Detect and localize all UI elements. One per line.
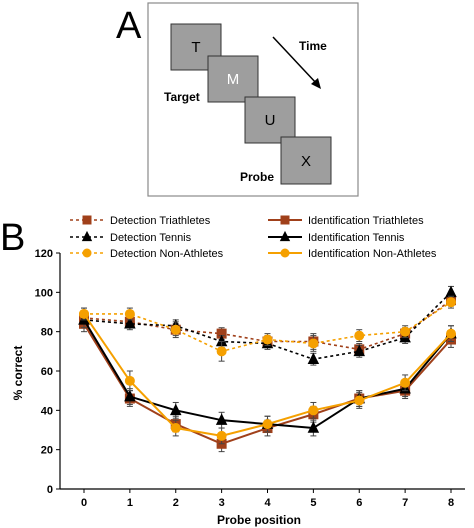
data-point-identification-non-athletes (308, 405, 319, 416)
data-point-identification-non-athletes (446, 328, 456, 339)
y-tick-label: 120 (35, 248, 53, 260)
x-tick-label: 3 (219, 497, 225, 509)
data-point-detection-non-athletes (216, 346, 227, 357)
legend-label-identification-tennis: Identification Tennis (308, 232, 405, 244)
data-point-identification-tennis (124, 389, 136, 402)
legend-marker-identification-triathletes (280, 215, 290, 225)
x-tick-label: 5 (310, 497, 316, 509)
x-tick-label: 7 (402, 497, 408, 509)
legend-label-detection-tennis: Detection Tennis (110, 232, 192, 244)
data-point-identification-non-athletes (170, 423, 181, 434)
card-letter-second: M (227, 71, 240, 88)
y-tick-label: 60 (41, 366, 53, 378)
data-point-identification-tennis (170, 403, 182, 416)
y-tick-label: 40 (41, 405, 53, 417)
data-point-detection-non-athletes (262, 334, 273, 345)
y-tick-label: 100 (35, 287, 53, 299)
time-arrow (272, 36, 321, 89)
card-second (207, 55, 259, 103)
data-point-detection-tennis (215, 334, 228, 347)
data-point-detection-tennis (445, 285, 457, 298)
card-letter-third: U (265, 112, 276, 129)
data-point-detection-tennis (307, 352, 320, 364)
legend-marker-identification-tennis (279, 230, 291, 242)
y-tick-label: 20 (41, 445, 53, 457)
data-point-detection-non-athletes (446, 297, 456, 308)
x-tick-label: 4 (264, 497, 271, 509)
data-point-detection-non-athletes (308, 338, 319, 349)
data-point-identification-non-athletes (400, 377, 411, 388)
legend-label-detection-non-athletes: Detection Non-Athletes (110, 248, 224, 260)
card-letter-probe: X (301, 153, 311, 170)
legend-label-identification-non-athletes: Identification Non-Athletes (308, 248, 437, 260)
panel-b-letter: B (0, 217, 25, 259)
data-point-detection-tennis (124, 317, 136, 329)
x-tick-label: 2 (173, 497, 179, 509)
legend-label-identification-triathletes: Identification Triathletes (308, 215, 424, 227)
data-point-detection-non-athletes (354, 330, 365, 341)
y-tick-label: 80 (41, 327, 53, 339)
y-axis-label: % correct (11, 346, 25, 401)
card-letter-target: T (191, 39, 200, 56)
legend-label-detection-triathletes: Detection Triathletes (110, 215, 211, 227)
target-label: Target (164, 90, 200, 104)
legend-marker-detection-tennis (81, 230, 93, 242)
legend-marker-identification-non-athletes (280, 248, 290, 258)
data-point-detection-tennis (353, 344, 365, 357)
legend-marker-detection-non-athletes (82, 248, 92, 258)
card-probe (280, 136, 332, 185)
data-point-detection-triathletes (216, 328, 227, 339)
data-point-detection-non-athletes (170, 324, 181, 335)
x-axis-label: Probe position (217, 513, 301, 527)
data-point-detection-non-athletes (400, 326, 411, 337)
data-point-identification-tennis (307, 421, 320, 433)
legend: Detection Triathletes Detection Tennis Det… (70, 215, 437, 260)
probe-label: Probe (240, 170, 274, 184)
data-point-identification-non-athletes (79, 308, 89, 319)
data-point-identification-tennis (215, 413, 228, 425)
panel-a-letter: A (116, 5, 142, 47)
x-tick-label: 8 (448, 497, 454, 509)
x-tick-label: 6 (356, 497, 362, 509)
x-tick-label: 1 (127, 497, 133, 509)
plot-area: 0 20 40 60 80 100 120 0 1 2 3 4 5 6 7 8 (35, 248, 465, 509)
time-label: Time (299, 39, 327, 53)
card-third (244, 96, 296, 144)
legend-marker-detection-triathletes (82, 215, 92, 225)
data-point-detection-non-athletes (124, 308, 135, 319)
x-tick-label: 0 (81, 497, 87, 509)
data-point-identification-non-athletes (262, 419, 273, 430)
y-tick-label: 0 (47, 484, 53, 496)
data-point-identification-non-athletes (124, 375, 135, 386)
data-point-identification-non-athletes (354, 395, 365, 406)
data-point-identification-non-athletes (216, 430, 227, 441)
